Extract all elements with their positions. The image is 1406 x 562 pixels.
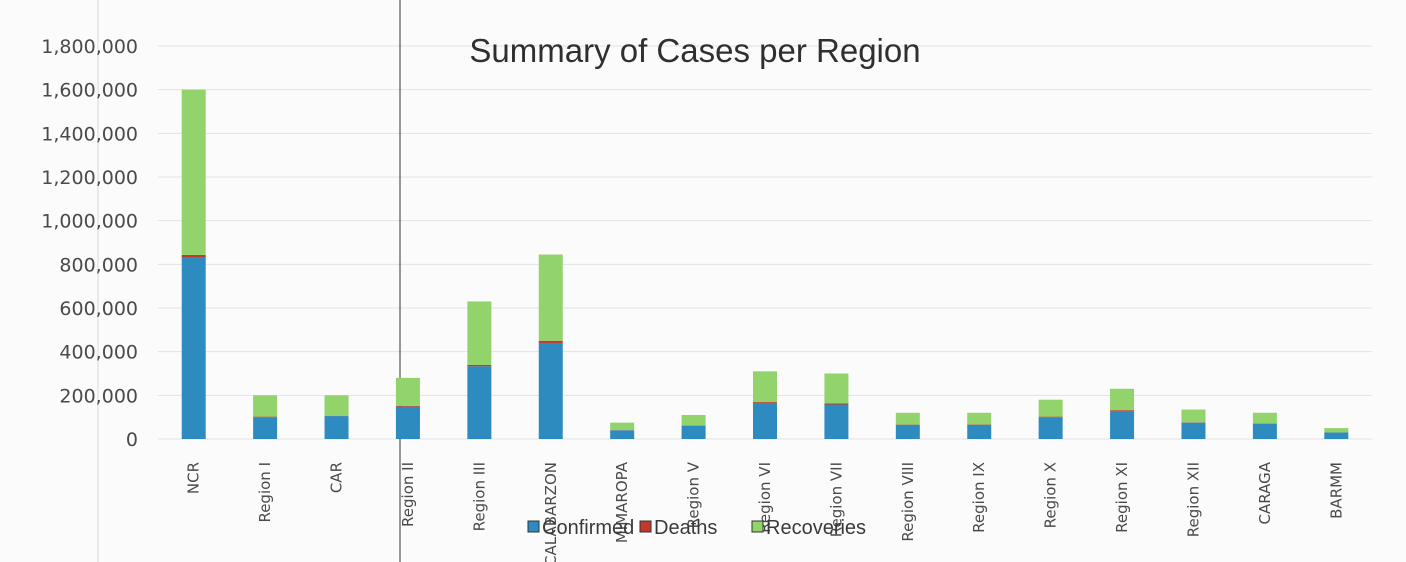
x-tick-label: Region VI: [756, 462, 774, 533]
chart-title: Summary of Cases per Region: [469, 32, 920, 69]
bar-segment-deaths: [1110, 410, 1135, 412]
bar-segment-confirmed: [1038, 417, 1063, 439]
bar-segment-recoveries: [1181, 409, 1206, 423]
bar-segment-confirmed: [538, 342, 563, 439]
bar-segment-confirmed: [610, 430, 635, 439]
y-tick-label: 600,000: [59, 298, 138, 320]
x-tick-label: Region VIII: [899, 462, 917, 542]
bar-segment-deaths: [253, 416, 278, 418]
bar-segment-confirmed: [753, 402, 777, 439]
y-tick-label: 1,200,000: [41, 167, 138, 189]
bar-segment-confirmed: [1110, 411, 1135, 439]
y-tick-label: 1,800,000: [41, 36, 138, 58]
bar-segment-recoveries: [681, 414, 706, 426]
legend-swatch-confirmed: [527, 520, 540, 533]
bar-segment-confirmed: [253, 417, 278, 439]
legend-label-recoveries: Recoveries: [766, 517, 866, 539]
bar-segment-confirmed: [824, 404, 849, 439]
bar-segment-confirmed: [324, 416, 349, 439]
legend-swatch-deaths: [639, 520, 652, 533]
bar-segment-confirmed: [467, 366, 492, 439]
bar-segment-recoveries: [753, 371, 777, 403]
x-tick-label: Region II: [399, 462, 417, 527]
gridlines: [158, 45, 1372, 440]
bar-segment-recoveries: [895, 412, 920, 425]
x-tick-label: MIMAROPA: [613, 461, 631, 543]
x-tick-label: CARAGA: [1256, 461, 1274, 524]
x-tick-label: Region I: [256, 462, 274, 523]
y-tick-label: 800,000: [59, 254, 138, 276]
x-tick-label: Region VII: [827, 462, 845, 537]
y-axis-ticks: 0 200,000 400,000 600,000 800,000 1,000,000 1,…: [41, 36, 138, 451]
x-tick-label: NCR: [185, 462, 203, 494]
bar-segment-confirmed: [1324, 432, 1349, 439]
x-tick-label: Region IX: [970, 462, 988, 533]
y-tick-label: 1,400,000: [41, 123, 138, 145]
bar-segment-recoveries: [1038, 399, 1063, 417]
bar-segment-recoveries: [324, 395, 349, 416]
legend-label-deaths: Deaths: [654, 517, 717, 539]
bar-segment-confirmed: [181, 257, 206, 439]
y-tick-label: 200,000: [59, 385, 138, 407]
x-tick-label: Region XI: [1113, 462, 1131, 533]
bar-segment-deaths: [538, 340, 563, 343]
bar-segment-confirmed: [1181, 422, 1206, 439]
bar-segment-recoveries: [824, 373, 849, 404]
bar-segment-confirmed: [967, 424, 992, 439]
bar-segment-deaths: [467, 364, 492, 367]
bar-segment-recoveries: [1110, 388, 1135, 411]
x-tick-label: Region X: [1042, 462, 1060, 528]
bar-segment-confirmed: [395, 406, 420, 439]
bar-segment-deaths: [824, 403, 849, 405]
bar-segment-deaths: [753, 402, 777, 403]
y-tick-label: 0: [126, 429, 138, 451]
x-axis-ticks: NCR Region I CAR Region II Region III CALABAR…: [185, 461, 1346, 562]
x-tick-label: CAR: [328, 462, 346, 493]
bar-segment-recoveries: [181, 89, 206, 255]
bar-segment-recoveries: [967, 412, 992, 425]
bar-segment-recoveries: [467, 301, 492, 365]
bar-segment-recoveries: [1324, 428, 1349, 433]
y-tick-label: 400,000: [59, 342, 138, 364]
bar-segment-deaths: [395, 405, 420, 407]
x-tick-label: CALABARZON: [542, 462, 560, 562]
legend: Confirmed Deaths Recoveries: [527, 517, 866, 539]
x-tick-label: Region XII: [1184, 462, 1202, 537]
x-tick-label: Region III: [470, 462, 488, 531]
bar-segment-recoveries: [253, 395, 278, 417]
bar-segment-confirmed: [1252, 423, 1277, 439]
bar-segment-deaths: [181, 254, 206, 258]
bar-segment-recoveries: [610, 422, 635, 431]
bar-segment-recoveries: [1252, 412, 1277, 424]
y-tick-label: 1,600,000: [41, 80, 138, 102]
x-tick-label: Region V: [685, 461, 703, 528]
legend-swatch-recoveries: [751, 520, 764, 533]
bar-segment-confirmed: [681, 425, 706, 439]
y-tick-label: 1,000,000: [41, 211, 138, 233]
x-tick-label: BARMM: [1327, 462, 1345, 519]
bar-segment-recoveries: [395, 377, 420, 406]
bar-segment-recoveries: [538, 254, 563, 341]
bars: [181, 89, 1349, 439]
legend-label-confirmed: Confirmed: [542, 517, 634, 539]
bar-segment-deaths: [1038, 416, 1063, 418]
bar-segment-confirmed: [895, 424, 920, 439]
